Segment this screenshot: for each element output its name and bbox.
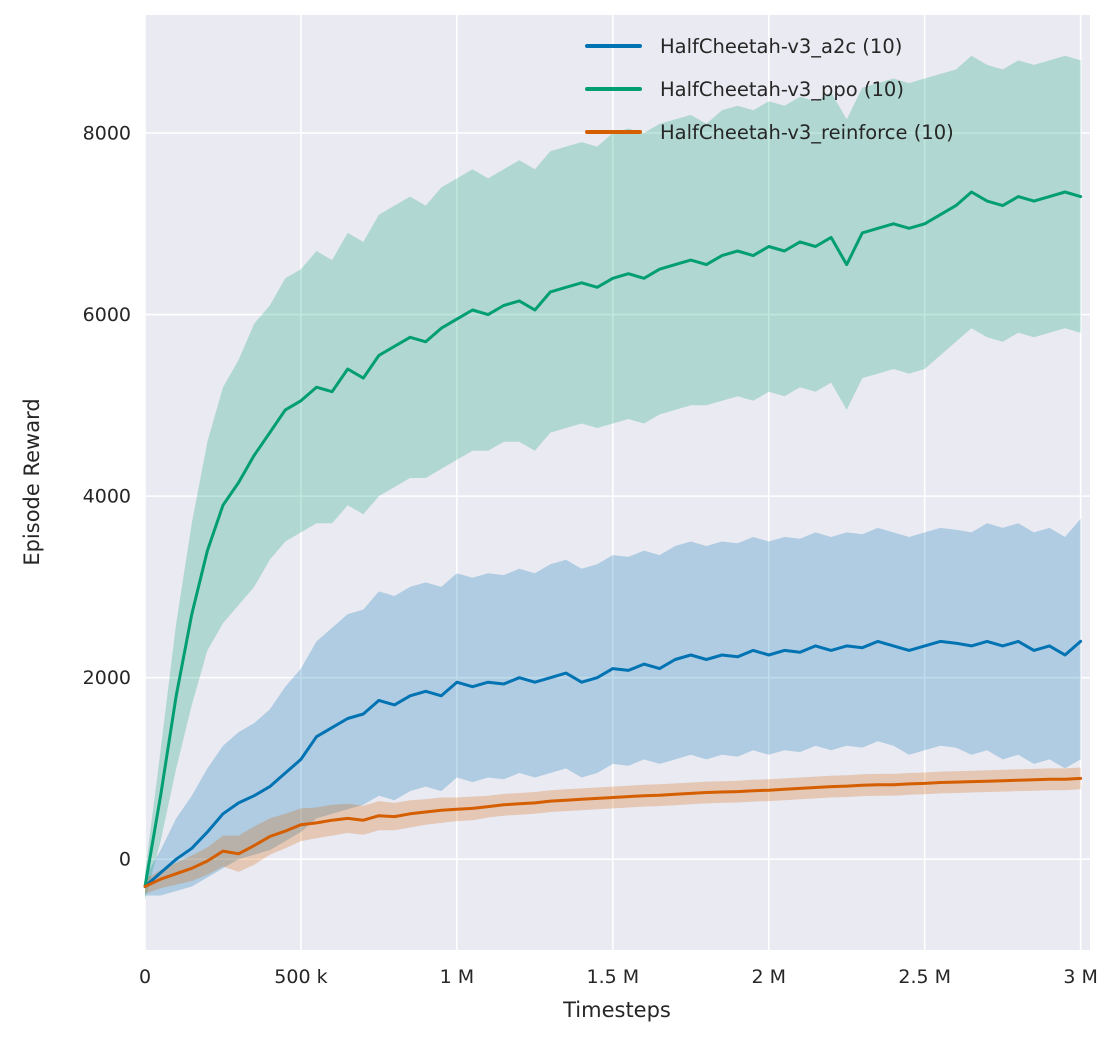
legend-item-a2c: HalfCheetah-v3_a2c (10) [585, 31, 954, 61]
y-axis-label: Episode Reward [20, 398, 44, 566]
x-tick-label: 1.5 M [586, 966, 639, 988]
x-tick-label: 2 M [751, 966, 786, 988]
x-tick-label: 2.5 M [898, 966, 951, 988]
x-tick-label: 0 [139, 966, 151, 988]
x-tick-label: 3 M [1063, 966, 1098, 988]
band-ppo [145, 55, 1081, 901]
legend-label: HalfCheetah-v3_reinforce (10) [660, 120, 954, 144]
legend-item-reinforce: HalfCheetah-v3_reinforce (10) [585, 117, 954, 147]
line-reinforce [143, 776, 1083, 888]
x-axis-label: Timesteps [563, 998, 671, 1022]
legend-item-ppo: HalfCheetah-v3_ppo (10) [585, 74, 954, 104]
plot-background [145, 15, 1090, 950]
legend-swatch [585, 130, 642, 134]
line-ppo [143, 190, 1083, 888]
y-tick-label: 0 [119, 849, 131, 871]
legend: HalfCheetah-v3_a2c (10) HalfCheetah-v3_p… [585, 31, 954, 147]
y-tick-label: 2000 [83, 667, 131, 689]
legend-swatch [585, 44, 642, 48]
legend-label: HalfCheetah-v3_a2c (10) [660, 34, 903, 58]
line-a2c [143, 639, 1083, 888]
y-tick-label: 8000 [83, 123, 131, 145]
legend-swatch [585, 87, 642, 91]
x-tick-label: 500 k [274, 966, 327, 988]
legend-label: HalfCheetah-v3_ppo (10) [660, 77, 904, 101]
y-tick-label: 6000 [83, 304, 131, 326]
band-a2c [145, 518, 1081, 896]
x-tick-label: 1 M [440, 966, 475, 988]
y-tick-label: 4000 [83, 486, 131, 508]
